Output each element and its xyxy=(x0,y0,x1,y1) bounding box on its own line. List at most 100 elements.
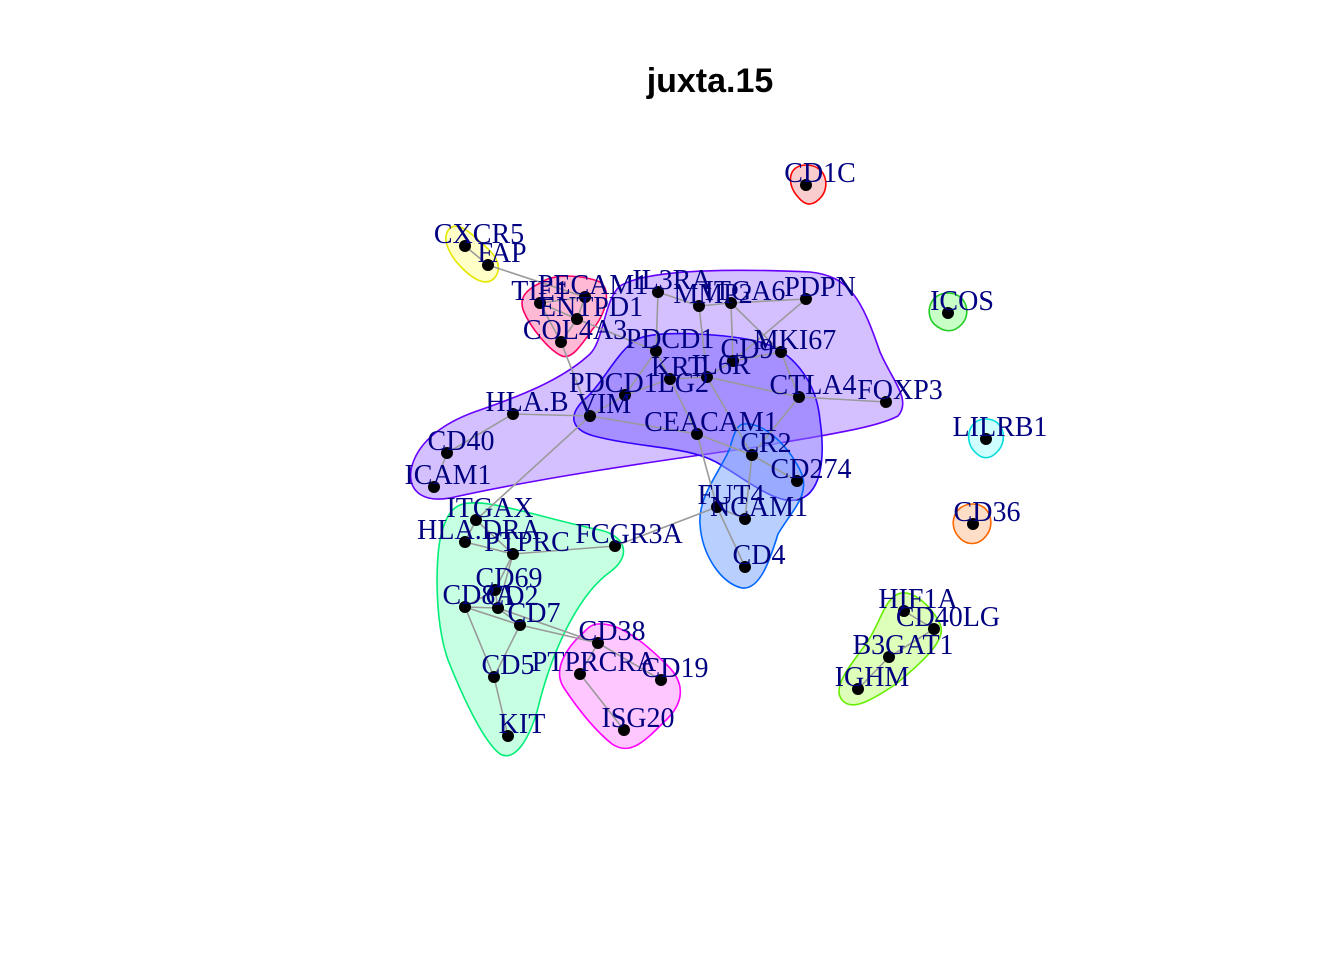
edge-HLA.B-CD40 xyxy=(446,413,514,454)
edge-CD7-CD5 xyxy=(493,624,521,678)
edge-CD40-ICAM1 xyxy=(433,452,448,488)
edge-ITGAX-PTPRC xyxy=(475,519,514,555)
node-label-CD38: CD38 xyxy=(579,616,646,647)
edge-CD38-CD19 xyxy=(597,642,662,681)
node-CD9 xyxy=(727,355,739,367)
edge-FAP-PECAM1 xyxy=(487,264,586,298)
node-label-LILRB1: LILRB1 xyxy=(953,412,1048,443)
node-HLA.B xyxy=(507,408,519,420)
node-CD1C xyxy=(800,179,812,191)
node-label-IL3RA: IL3RA xyxy=(632,265,712,296)
edge-CR2-NCAM1 xyxy=(744,454,753,520)
node-CTLA4 xyxy=(793,391,805,403)
node-IGHM xyxy=(852,683,864,695)
edge-CR2-CD274 xyxy=(751,454,798,482)
node-MKI67 xyxy=(775,346,787,358)
node-PDCD1LG2 xyxy=(619,389,631,401)
node-label-CD69: CD69 xyxy=(476,563,543,594)
node-label-HLA.DRA: HLA.DRA xyxy=(417,515,541,546)
node-FOXP3 xyxy=(880,396,892,408)
node-label-CD1C: CD1C xyxy=(784,158,856,189)
edge-CD9-MKI67 xyxy=(732,351,782,362)
node-label-CD2: CD2 xyxy=(486,581,539,612)
node-label-CD274: CD274 xyxy=(771,454,852,485)
node-label-FCGR3A: FCGR3A xyxy=(575,519,683,550)
node-label-CXCR5: CXCR5 xyxy=(434,219,524,250)
node-label-MMP2: MMP2 xyxy=(673,279,752,310)
node-KIT xyxy=(502,730,514,742)
node-label-PECAM1: PECAM1 xyxy=(538,270,648,301)
node-ICOS xyxy=(942,307,954,319)
node-IL3RA xyxy=(652,286,664,298)
node-label-KIT: KIT xyxy=(499,709,546,740)
node-labels: CD1CCXCR5FAPICOSTIE1PECAM1ENTPD1COL4A3IL… xyxy=(404,158,1047,740)
edge-CD5-KIT xyxy=(493,676,509,737)
node-HLA.DRA xyxy=(459,536,471,548)
node-label-TIE1: TIE1 xyxy=(511,276,569,307)
node-PTPRCRA xyxy=(574,668,586,680)
node-label-ITGAX: ITGAX xyxy=(446,493,533,524)
node-label-PDPN: PDPN xyxy=(784,272,856,303)
edge-ENTPD1-PDCD1 xyxy=(576,318,657,352)
edge-IL3RA-PDCD1 xyxy=(655,291,659,352)
node-PTPRC xyxy=(507,548,519,560)
node-PECAM1 xyxy=(579,291,591,303)
edge-COL4A3-VIM xyxy=(560,341,591,417)
node-label-VIM: VIM xyxy=(577,389,632,420)
node-label-CD36: CD36 xyxy=(954,497,1021,528)
edge-VIM-ITGAX xyxy=(475,415,591,521)
edge-B3GAT1-IGHM xyxy=(857,656,890,690)
edge-IL3RA-MMP2 xyxy=(657,291,700,307)
edge-CD2-CD38 xyxy=(497,607,599,644)
node-label-IGHM: IGHM xyxy=(835,662,910,693)
node-LILRB1 xyxy=(980,433,992,445)
node-label-CD5: CD5 xyxy=(482,650,535,681)
node-label-ENTPD1: ENTPD1 xyxy=(539,292,643,323)
network-nodes xyxy=(428,179,992,742)
edge-CEACAM1-CR2 xyxy=(696,433,753,456)
node-CD40 xyxy=(441,447,453,459)
node-CD8A xyxy=(459,601,471,613)
node-CD2 xyxy=(492,602,504,614)
edge-PDCD1LG2-VIM xyxy=(589,394,626,417)
node-ITGAX xyxy=(470,514,482,526)
edge-COL4A3-TIE1 xyxy=(539,302,562,343)
edge-PDCD1LG2-KRT xyxy=(624,378,671,396)
network-edges xyxy=(433,245,935,737)
edge-CD40LG-B3GAT1 xyxy=(888,628,935,658)
node-COL4A3 xyxy=(555,336,567,348)
edge-PDCD1-PDCD1LG2 xyxy=(624,350,657,396)
community-hull-magenta xyxy=(558,623,682,750)
edge-CR2-CTLA4 xyxy=(751,396,800,456)
node-IL6R xyxy=(701,371,713,383)
node-label-CD4: CD4 xyxy=(733,540,786,571)
node-label-PDCD1: PDCD1 xyxy=(626,324,715,355)
community-hull-seagreen xyxy=(436,502,625,757)
node-label-CD9: CD9 xyxy=(721,334,774,365)
node-label-CTLA4: CTLA4 xyxy=(769,370,856,401)
edge-CEACAM1-FUT4 xyxy=(696,433,718,508)
edge-TIE1-PECAM1 xyxy=(539,296,586,304)
node-CXCR5 xyxy=(459,240,471,252)
edge-MMP2-IL6R xyxy=(698,305,708,378)
node-CD69 xyxy=(489,584,501,596)
edge-CD8A-CD7 xyxy=(464,606,521,626)
node-B3GAT1 xyxy=(883,651,895,663)
node-label-CD40: CD40 xyxy=(428,426,495,457)
node-CD5 xyxy=(488,671,500,683)
edge-HLA.DRA-PTPRC xyxy=(464,541,514,555)
node-PDPN xyxy=(800,293,812,305)
edge-VIM-CEACAM1 xyxy=(589,415,698,435)
edge-CD8A-CD5 xyxy=(464,606,495,678)
node-label-CEACAM1: CEACAM1 xyxy=(644,407,778,438)
node-CR2 xyxy=(746,449,758,461)
node-label-MKI67: MKI67 xyxy=(754,325,836,356)
edge-VIM-HLA.B xyxy=(512,413,591,417)
node-label-B3GAT1: B3GAT1 xyxy=(852,630,953,661)
node-label-HIF1A: HIF1A xyxy=(878,584,958,615)
node-label-KRT: KRT xyxy=(651,352,705,383)
node-label-FOXP3: FOXP3 xyxy=(857,375,943,406)
community-hull-lime xyxy=(838,592,943,706)
community-hulls xyxy=(409,164,1005,757)
